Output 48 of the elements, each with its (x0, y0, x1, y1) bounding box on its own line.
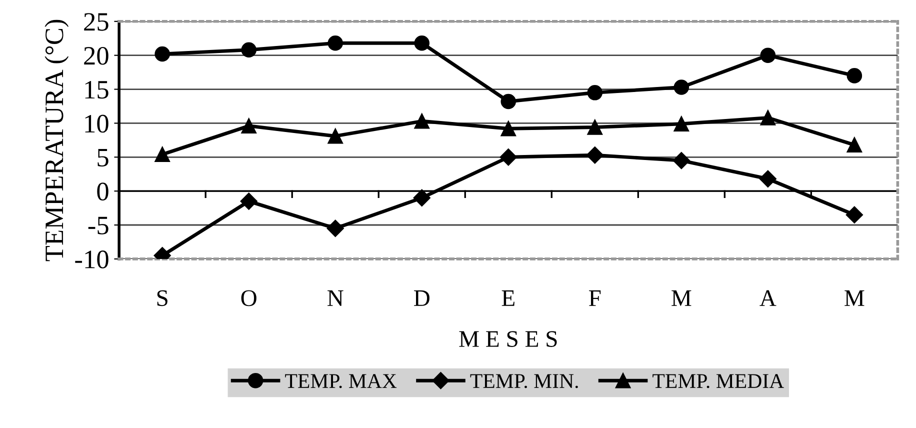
legend-label: TEMP. MEDIA (652, 374, 784, 388)
y-tick-label: 0 (97, 182, 108, 200)
point (846, 206, 863, 224)
legend-label: TEMP. MAX (285, 374, 397, 388)
point (846, 137, 862, 153)
point (154, 46, 170, 62)
y-tick-label: 25 (84, 13, 108, 31)
point (587, 85, 603, 100)
point (500, 94, 516, 110)
y-tick-label: -5 (88, 216, 108, 234)
x-tick-label: N (328, 290, 344, 306)
x-tick-label: F (589, 290, 601, 306)
point (846, 68, 862, 84)
point (586, 146, 604, 164)
x-tick-label: S (157, 290, 168, 306)
point (759, 170, 776, 188)
point (587, 120, 603, 135)
y-tick-label: 20 (84, 46, 108, 65)
x-tick-label: O (241, 290, 256, 306)
y-tick-label: 5 (98, 149, 108, 167)
point (328, 35, 343, 51)
point (154, 146, 170, 162)
x-tick-label: M (672, 290, 692, 306)
legend-label: TEMP. MIN. (470, 374, 578, 388)
x-axis-title: M E S E S (459, 331, 557, 347)
point (760, 48, 776, 63)
y-tick-label: 10 (85, 114, 108, 133)
point (328, 128, 343, 144)
x-tick-label: D (414, 290, 430, 306)
point (414, 114, 430, 129)
point (413, 189, 430, 206)
y-tick-label: 15 (85, 81, 108, 99)
x-tick-label: M (844, 290, 864, 306)
point (241, 118, 256, 134)
point (326, 220, 344, 237)
point (674, 80, 690, 95)
y-tick-label: -10 (75, 250, 108, 268)
x-tick-label: A (760, 290, 776, 306)
point (500, 120, 516, 136)
y-axis-title: TEMPERATURA (°C) (44, 20, 69, 262)
point (241, 42, 256, 58)
point (760, 110, 776, 126)
point (674, 116, 690, 132)
point (414, 35, 430, 51)
point (500, 148, 517, 166)
point (672, 152, 690, 170)
point (240, 192, 258, 210)
x-tick-label: E (502, 290, 514, 306)
